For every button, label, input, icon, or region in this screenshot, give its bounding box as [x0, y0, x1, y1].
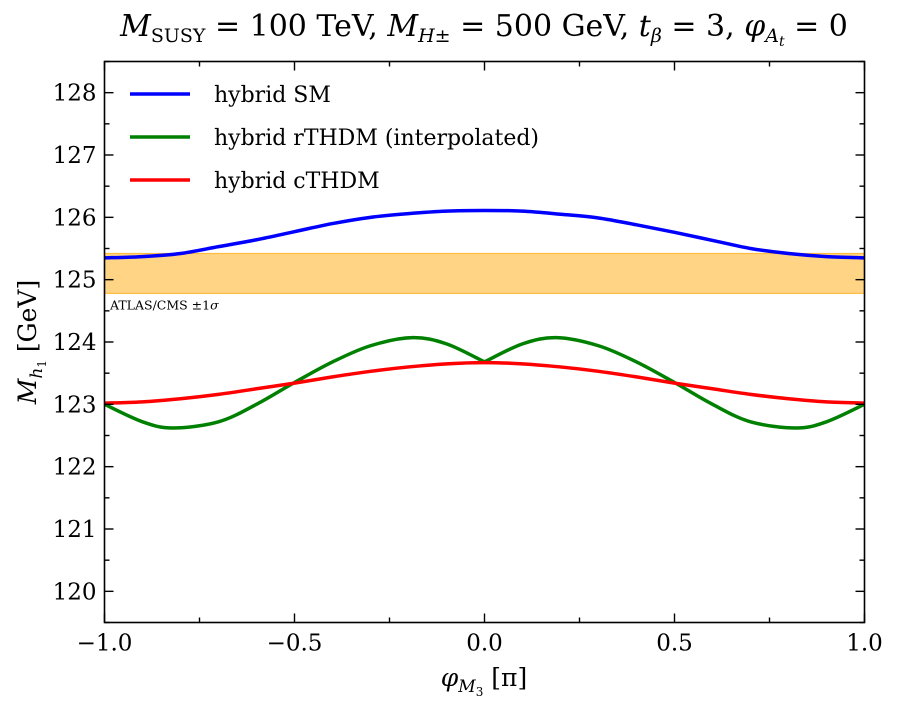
y-axis-label: Mh1 [GeV] [13, 280, 49, 405]
x-tick-label: −0.5 [267, 631, 323, 657]
y-tick-label: 126 [53, 205, 97, 231]
y-tick-label: 123 [53, 392, 97, 418]
series-line-hybrid-sm [104, 208, 865, 260]
legend: hybrid SM hybrid rTHDM (interpolated) hy… [130, 83, 539, 194]
legend-label-hybrid-cthdm: hybrid cTHDM [214, 169, 380, 194]
x-tick-label: 0.5 [656, 631, 693, 657]
y-tick-label: 124 [53, 330, 97, 356]
y-tick-label: 127 [53, 143, 97, 169]
y-tick-label: 122 [53, 455, 97, 481]
x-tick-label: −1.0 [77, 631, 133, 657]
legend-label-hybrid-sm: hybrid SM [214, 83, 331, 108]
x-axis-label: φM3 [π] [441, 663, 527, 699]
x-tick-label: 0.0 [466, 631, 503, 657]
chart-title: MSUSY = 100 TeV, MH± = 500 GeV, tβ = 3, … [119, 9, 848, 50]
y-tick-labels: 120 121 122 123 124 125 126 127 128 [53, 81, 97, 606]
y-tick-label: 128 [53, 81, 97, 107]
legend-label-hybrid-rthdm: hybrid rTHDM (interpolated) [214, 126, 539, 151]
y-tick-label: 120 [53, 579, 97, 605]
series-layer [103, 208, 866, 430]
series-line-hybrid-cthdm [104, 360, 865, 405]
series-line-hybrid-rthdm [103, 335, 866, 430]
x-tick-labels: −1.0 −0.5 0.0 0.5 1.0 [77, 631, 883, 657]
y-tick-label: 121 [53, 517, 97, 543]
band-label: ATLAS/CMS ±1σ [109, 297, 219, 312]
plot-frame [103, 60, 866, 624]
y-tick-label: 125 [53, 268, 97, 294]
atlas-cms-band [103, 252, 866, 294]
x-tick-label: 1.0 [846, 631, 883, 657]
